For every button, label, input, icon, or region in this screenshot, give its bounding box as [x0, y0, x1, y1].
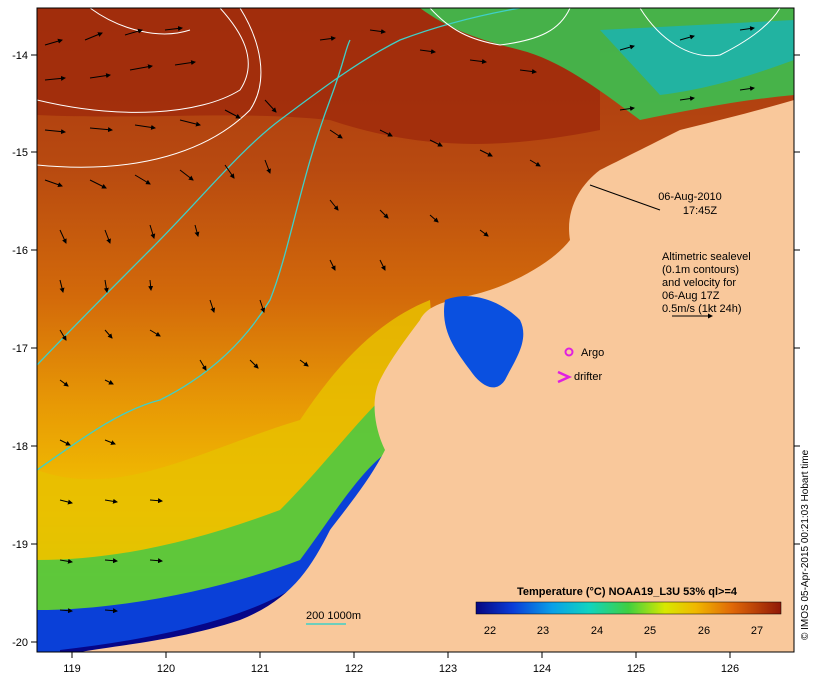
y-tick-label: -19: [12, 539, 28, 551]
argo-label: Argo: [581, 347, 604, 359]
drifter-label: drifter: [574, 371, 602, 383]
colorbar-tick: 22: [484, 625, 496, 637]
king-sound: [444, 296, 524, 388]
y-tick-label: -14: [12, 50, 28, 62]
colorbar-tick: 23: [537, 625, 549, 637]
x-tick-label: 125: [627, 663, 645, 675]
x-tick-label: 121: [251, 663, 269, 675]
legend-line: and velocity for: [662, 277, 736, 289]
y-tick-label: -16: [12, 245, 28, 257]
x-axis: 119 120 121 122 123 124 125 126: [63, 652, 739, 675]
isobath-1000m: [37, 39, 351, 471]
velocity-arrows: [44, 25, 755, 614]
colorbar: Temperature (°C) NOAA19_L3U 53% ql>=4 22…: [475, 586, 782, 637]
x-tick-label: 122: [345, 663, 363, 675]
colorbar-tick: 27: [751, 625, 763, 637]
sealevel-contours: [37, 8, 781, 168]
legend-line: 06-Aug 17Z: [662, 290, 720, 302]
colorbar-tick: 26: [698, 625, 710, 637]
x-tick-label: 126: [721, 663, 739, 675]
velocity-legend: Altimetric sealevel (0.1m contours) and …: [662, 251, 751, 319]
plot-frame: [36, 7, 795, 653]
cool-sst-patch-north: [600, 20, 794, 95]
y-tick-label: -15: [12, 147, 28, 159]
colorbar-scale: [475, 601, 782, 615]
depth-contour-legend: 200 1000m: [306, 610, 361, 625]
timestamp-time: 17:45Z: [683, 205, 718, 217]
credit-text: © IMOS 05-Apr-2015 00:21:03 Hobart time: [800, 449, 811, 640]
timestamp: 06-Aug-2010 17:45Z: [589, 184, 722, 217]
legend-line: Altimetric sealevel: [662, 251, 751, 263]
colorbar-tick: 24: [591, 625, 603, 637]
y-tick-label: -18: [12, 441, 28, 453]
y-axis: -14 -15 -16 -17 -18 -19 -20: [12, 50, 800, 649]
colorbar-tick: 25: [644, 625, 656, 637]
isobath-200m: [37, 8, 521, 366]
x-tick-label: 123: [439, 663, 457, 675]
legend-line: 0.5m/s (1kt 24h): [662, 303, 741, 315]
y-tick-label: -17: [12, 343, 28, 355]
colorbar-title: Temperature (°C) NOAA19_L3U 53% ql>=4: [517, 586, 738, 598]
land-mass: [80, 100, 794, 652]
legend-line: (0.1m contours): [662, 264, 739, 276]
x-tick-label: 124: [533, 663, 551, 675]
y-tick-label: -20: [12, 637, 28, 649]
depth-contour-label: 200 1000m: [306, 610, 361, 622]
timestamp-date: 06-Aug-2010: [658, 191, 722, 203]
argo-marker: Argo: [564, 347, 604, 359]
x-tick-label: 120: [157, 663, 175, 675]
drifter-marker: drifter: [557, 370, 602, 384]
x-tick-label: 119: [63, 663, 81, 675]
